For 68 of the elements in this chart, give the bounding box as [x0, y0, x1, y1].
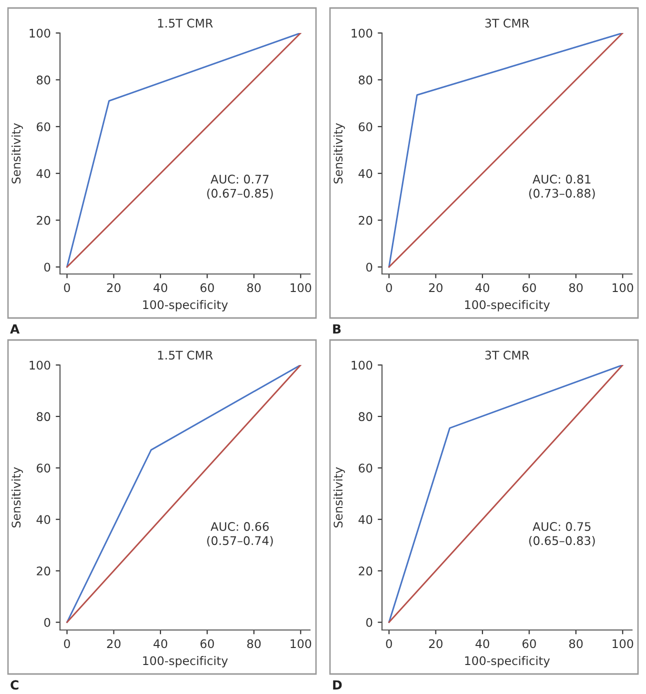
x-tick-label: 0 — [64, 639, 70, 648]
text: C — [10, 680, 18, 690]
x-tick-label: 60 — [200, 639, 214, 648]
x-tick-label: 60 — [522, 283, 536, 292]
y-tick-label: 100 — [352, 28, 372, 38]
x-tick-label: 80 — [247, 639, 261, 648]
y-tick-label: 80 — [358, 412, 372, 422]
y-axis-title: Sensitivity — [11, 467, 23, 528]
y-tick-label: 80 — [36, 76, 50, 84]
x-axis-title: 100-specificity — [143, 656, 228, 668]
y-tick-label: 60 — [36, 122, 50, 132]
x-tick-label: 40 — [476, 639, 490, 648]
y-tick-label: 80 — [36, 412, 50, 422]
y-tick-label: 100 — [30, 28, 50, 38]
y-tick-label: 40 — [36, 515, 50, 524]
x-tick-label: 20 — [107, 639, 120, 648]
x-tick-label: 0 — [386, 283, 392, 292]
y-tick-label: 0 — [366, 262, 372, 272]
x-tick-label: 80 — [569, 639, 583, 648]
x-tick-label: 20 — [429, 639, 442, 648]
y-tick-label: 100 — [30, 360, 50, 370]
x-tick-label: 40 — [476, 283, 490, 292]
y-tick-label: 40 — [36, 169, 50, 178]
chart-title: 1.5T CMR — [158, 350, 213, 360]
chart-title: 1.5T CMR — [158, 18, 213, 28]
x-tick-label: 0 — [64, 283, 70, 292]
x-tick-label: 100 — [612, 283, 634, 292]
y-tick-label: 100 — [352, 360, 372, 370]
x-tick-label: 60 — [522, 639, 536, 648]
x-tick-label: 80 — [569, 283, 583, 292]
x-tick-label: 40 — [154, 283, 168, 292]
x-tick-label: 40 — [154, 639, 168, 648]
y-tick-label: 0 — [44, 262, 50, 272]
x-tick-label: 0 — [386, 639, 392, 648]
x-tick-label: 80 — [247, 283, 261, 292]
annotation: AUC: 0.75 (0.65–0.83) — [529, 522, 595, 546]
y-tick-label: 20 — [36, 566, 50, 576]
y-axis-title: Sensitivity — [11, 123, 23, 184]
y-tick-label: 40 — [358, 515, 372, 524]
y-tick-label: 60 — [358, 122, 372, 132]
x-tick-label: 100 — [290, 639, 312, 648]
annotation: AUC: 0.66 (0.57–0.74) — [207, 522, 273, 546]
y-tick-label: 20 — [358, 216, 372, 225]
chart-title: 3T CMR — [485, 18, 530, 28]
annotation: AUC: 0.81 (0.73–0.88) — [529, 174, 595, 200]
y-tick-label: 60 — [358, 464, 372, 473]
y-tick-label: 0 — [44, 618, 50, 627]
y-axis-title: Sensitivity — [333, 467, 345, 528]
x-tick-label: 20 — [107, 283, 120, 292]
y-tick-label: 60 — [36, 464, 50, 473]
x-tick-label: 20 — [429, 283, 442, 292]
x-axis-title: 100-specificity — [465, 300, 550, 312]
y-tick-label: 0 — [366, 618, 372, 627]
y-tick-label: 80 — [358, 76, 372, 84]
y-tick-label: 40 — [358, 169, 372, 178]
text: A — [10, 324, 20, 334]
chart-title: 3T CMR — [485, 350, 530, 360]
x-tick-label: 100 — [290, 283, 312, 292]
x-tick-label: 60 — [200, 283, 214, 292]
annotation: AUC: 0.77 (0.67–0.85) — [207, 174, 273, 200]
y-tick-label: 20 — [36, 216, 50, 225]
x-tick-label: 100 — [612, 639, 634, 648]
y-axis-title: Sensitivity — [333, 123, 345, 184]
text: D — [333, 680, 342, 690]
y-tick-label: 20 — [358, 566, 372, 576]
x-axis-title: 100-specificity — [143, 300, 228, 312]
text: B — [333, 324, 341, 334]
x-axis-title: 100-specificity — [465, 656, 550, 668]
